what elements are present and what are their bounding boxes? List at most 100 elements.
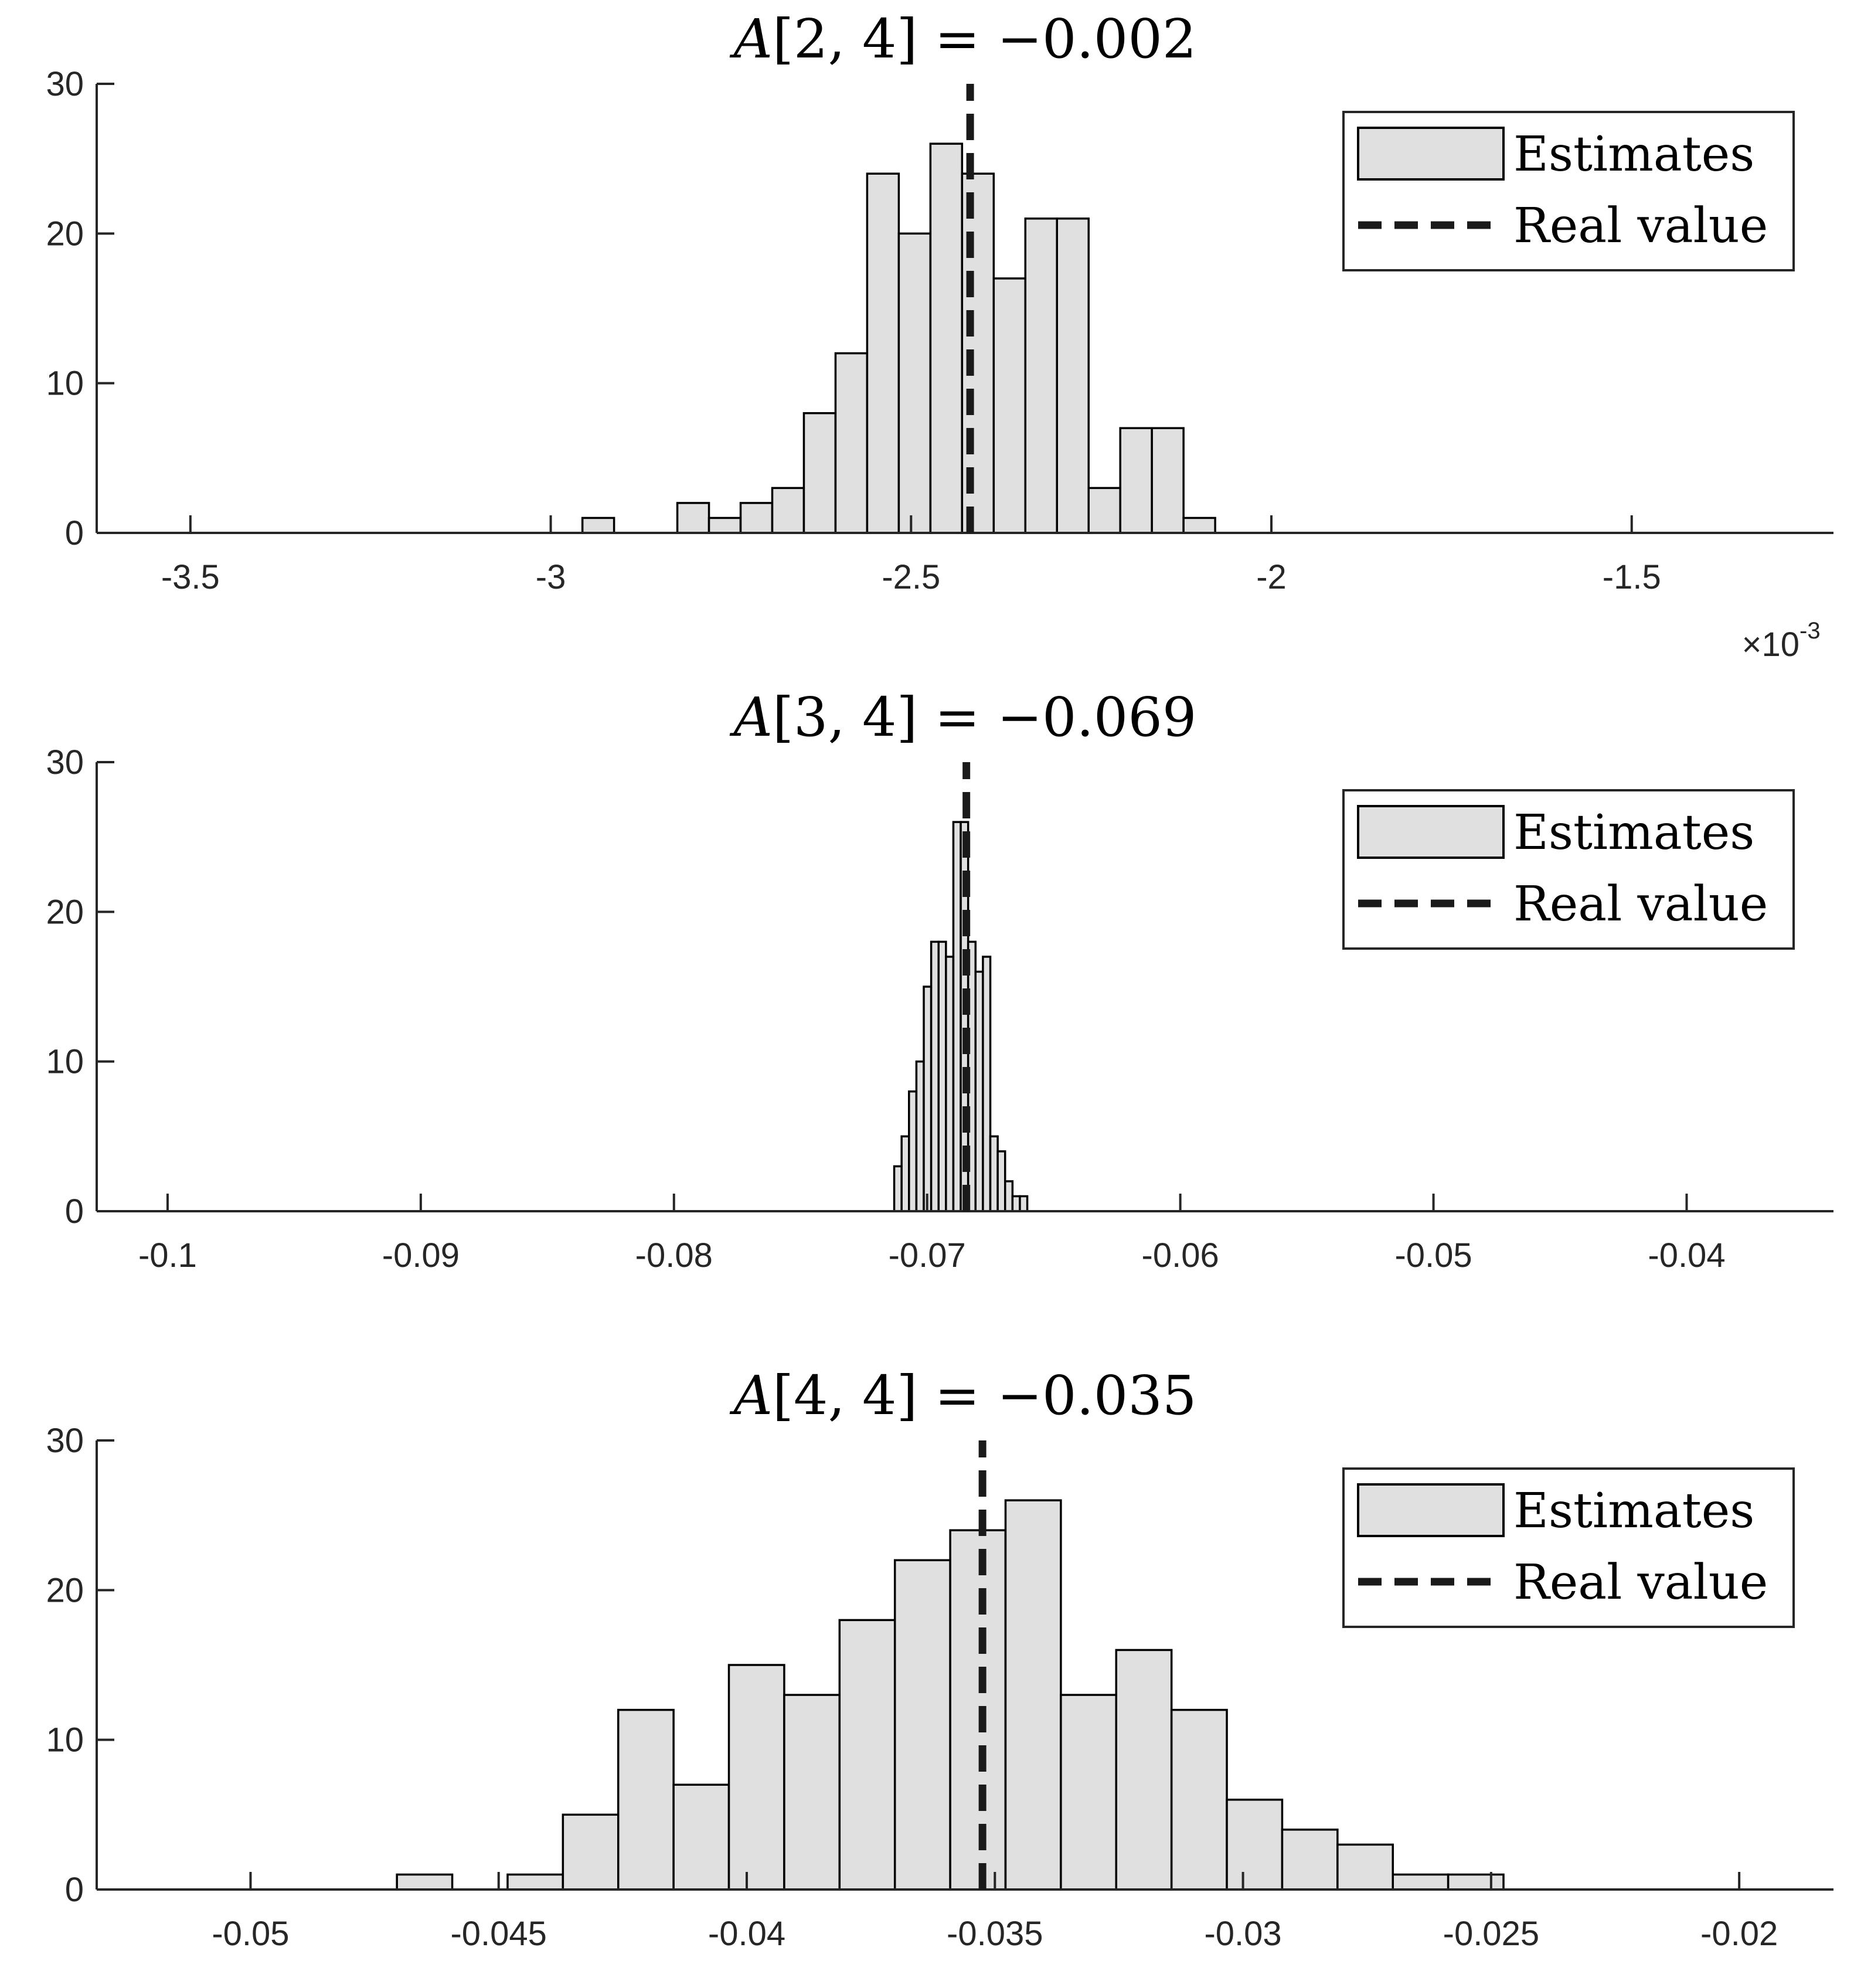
chart-3-bar (1226, 1799, 1284, 1891)
chart-3-x-tick-label: -0.025 (1443, 1915, 1539, 1953)
chart-1-bar (866, 172, 900, 534)
chart-3-legend: Estimates Real value (1342, 1467, 1795, 1628)
chart-3-bar (1004, 1499, 1062, 1891)
chart-3-bar (562, 1813, 620, 1891)
chart-1-title: A[2, 4] = −0.002 (729, 8, 1197, 70)
chart-3-bar (893, 1559, 951, 1891)
chart-3-x-tick-label: -0.05 (212, 1915, 289, 1953)
chart-2-x-tick-label: -0.1 (138, 1236, 197, 1275)
chart-1-legend-estimates-label: Estimates (1513, 127, 1754, 182)
chart-1-y-tick-label: 20 (46, 215, 84, 253)
chart-3-bar (1060, 1694, 1118, 1891)
chart-2-y-tick-label: 20 (46, 893, 84, 931)
chart-3-bar (1115, 1649, 1173, 1891)
chart-2-legend-real-value-label: Real value (1513, 876, 1768, 932)
chart-2-y-tick-label: 0 (65, 1192, 84, 1231)
chart-2-bar (1003, 1180, 1014, 1212)
chart-2-x-tick-label: -0.06 (1142, 1236, 1219, 1275)
chart-2-bar (937, 940, 947, 1212)
chart-1-bar (929, 142, 964, 534)
chart-1-bar (707, 516, 742, 534)
chart-1-y-tick-label: 30 (46, 65, 84, 103)
chart-2-bar (996, 1150, 1006, 1212)
chart-3-bar (672, 1783, 730, 1891)
chart-3-x-tick-label: -0.03 (1204, 1915, 1281, 1953)
chart-1-bar (1056, 218, 1090, 534)
chart-2-bar (900, 1135, 910, 1212)
chart-1-exponent-label: ×10 (1742, 626, 1799, 664)
chart-1-bar (802, 412, 837, 534)
chart-1-legend-real-value-label: Real value (1513, 198, 1768, 254)
chart-1-bar (739, 502, 774, 534)
chart-2-bar (989, 1135, 999, 1212)
chart-2-bar (923, 985, 933, 1212)
chart-3-x-tick-label: -0.04 (708, 1915, 785, 1953)
chart-2-title: A[3, 4] = −0.069 (729, 686, 1197, 749)
chart-2-bar (930, 940, 940, 1212)
chart-2-bar (1011, 1195, 1021, 1212)
chart-2-legend: Estimates Real value (1342, 789, 1795, 950)
chart-1-bar (1182, 516, 1216, 534)
chart-3-title: A[4, 4] = −0.035 (729, 1364, 1197, 1427)
chart-3-bar (1336, 1843, 1394, 1891)
chart-2-x-tick-label: -0.07 (889, 1236, 966, 1275)
chart-2-bar (945, 956, 955, 1212)
chart-2-bar (974, 970, 984, 1212)
chart-1-bar (992, 277, 1027, 534)
chart-1-x-tick-label: -3 (536, 558, 566, 596)
chart-3-x-tick-label: -0.035 (947, 1915, 1043, 1953)
chart-3: 0 10 20 30 -0.05 -0.045 -0.04 -0.035 -0.03 -0.025… (46, 1364, 1833, 1953)
chart-3-legend-real-value-label: Real value (1513, 1555, 1768, 1610)
chart-3-bar (949, 1529, 1007, 1891)
chart-2-y-tick-label: 30 (46, 743, 84, 781)
chart-3-bar (838, 1619, 896, 1891)
chart-2-bar (915, 1060, 925, 1212)
chart-2-x-tick-label: -0.08 (635, 1236, 713, 1275)
chart-3-legend-estimates-swatch (1357, 1483, 1505, 1537)
chart-2-bar (908, 1090, 918, 1212)
chart-1-x-tick-label: -2 (1256, 558, 1287, 596)
chart-1-bar (1024, 218, 1059, 534)
chart-1-x-tick-label: -3.5 (161, 558, 220, 596)
chart-1-bar (1119, 427, 1153, 534)
chart-1-y-tick-label: 10 (46, 365, 84, 403)
chart-2-x-tick-label: -0.09 (382, 1236, 460, 1275)
chart-1-bar (1151, 427, 1185, 534)
chart-1-bar (581, 516, 615, 534)
chart-2: 0 10 20 30 -0.1 -0.09 -0.08 -0.07 -0.06 -0.05 -0.0… (46, 686, 1833, 1275)
chart-3-bar (783, 1694, 841, 1891)
chart-3-bar (1281, 1829, 1339, 1891)
chart-3-y-tick-label: 20 (46, 1571, 84, 1609)
chart-2-bar (982, 956, 992, 1212)
chart-3-x-tick-label: -0.045 (450, 1915, 546, 1953)
chart-3-y-tick-label: 0 (65, 1871, 84, 1909)
chart-3-legend-estimates-label: Estimates (1513, 1483, 1754, 1539)
chart-2-x-tick-label: -0.04 (1648, 1236, 1725, 1275)
chart-2-bar (952, 821, 962, 1212)
chart-1-x-tick-label: -2.5 (882, 558, 940, 596)
chart-1-x-tick-label: -1.5 (1603, 558, 1661, 596)
chart-3-bar (1392, 1873, 1450, 1891)
chart-2-bar (1019, 1195, 1029, 1212)
chart-3-bar (396, 1873, 454, 1891)
chart-1-y-tick-label: 0 (65, 514, 84, 552)
chart-1-bar (1087, 487, 1121, 534)
chart-3-bar (617, 1708, 675, 1891)
chart-2-bar (893, 1165, 903, 1212)
chart-3-bar (1170, 1708, 1228, 1891)
chart-1-legend-estimates-swatch (1357, 127, 1505, 181)
chart-1-bar (676, 502, 710, 534)
chart-3-bar (506, 1873, 564, 1891)
chart-1-exponent-power: -3 (1799, 618, 1821, 644)
chart-1-legend: Estimates Real value (1342, 111, 1795, 271)
chart-1-bar (771, 487, 805, 534)
chart-3-x-tick-label: -0.02 (1700, 1915, 1778, 1953)
chart-3-bar (1447, 1873, 1505, 1891)
chart-2-legend-estimates-swatch (1357, 805, 1505, 859)
chart-2-y-tick-label: 10 (46, 1043, 84, 1081)
chart-1-bar (897, 232, 932, 534)
chart-3-y-tick-label: 30 (46, 1422, 84, 1460)
chart-2-x-tick-label: -0.05 (1394, 1236, 1472, 1275)
